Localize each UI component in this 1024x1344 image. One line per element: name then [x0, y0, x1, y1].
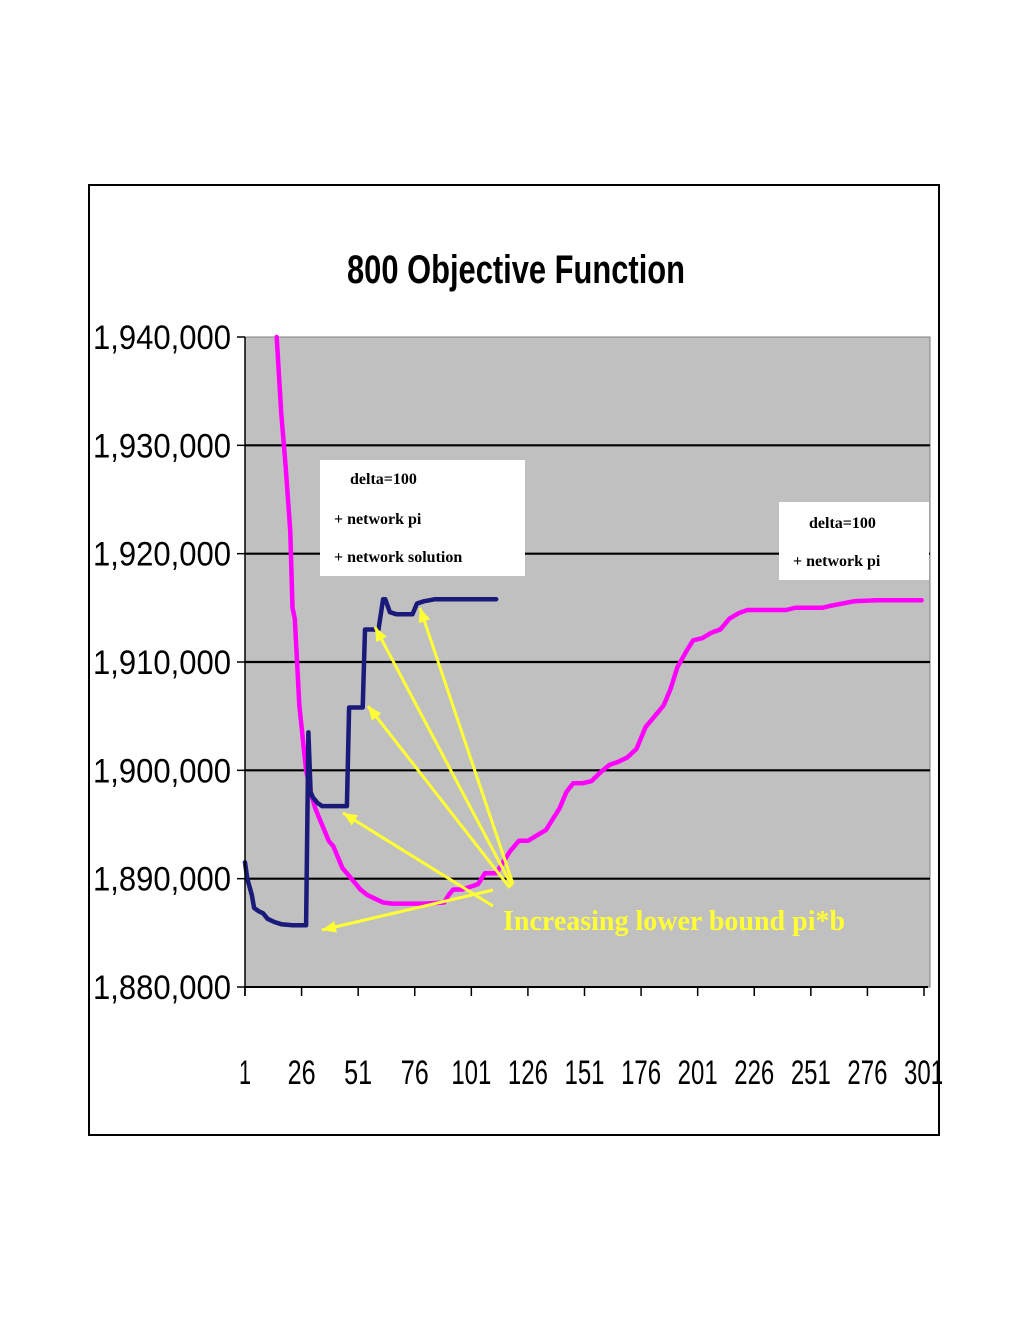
annotation-box-network-pi-line2: + network pi: [793, 553, 881, 570]
y-tick-label-4: 1,900,000: [93, 752, 231, 790]
axes: 1,940,000 1,930,000 1,920,000 1,910,000 1,90…: [93, 319, 942, 1092]
y-tick-label-5: 1,890,000: [93, 861, 231, 899]
annotation-box-network-pi-line1: delta=100: [809, 515, 876, 532]
x-tick-label-5: 126: [508, 1054, 548, 1092]
annotation-arrow-4: [418, 607, 515, 885]
chart-svg: 1,940,000 1,930,000 1,920,000 1,910,000 1,90…: [93, 248, 942, 1092]
annotation-box-network-solution: delta=100 + network pi + network solutio…: [320, 460, 525, 576]
annotation-arrow-0: [321, 888, 494, 933]
y-tick-label-3: 1,910,000: [93, 644, 231, 682]
x-tick-label-0: 1: [239, 1054, 251, 1092]
y-tick-label-0: 1,940,000: [93, 319, 231, 357]
annotation-arrow-2: [366, 705, 512, 889]
lower-bound-label: Increasing lower bound pi*b: [503, 906, 846, 937]
series-line-0: [274, 334, 924, 906]
series-layer: [242, 334, 924, 928]
chart-title: 800 Objective Function: [347, 248, 685, 292]
x-tick-label-4: 101: [451, 1054, 491, 1092]
annotation-arrows: [321, 607, 515, 933]
chart-frame: 1,940,000 1,930,000 1,920,000 1,910,000 1,90…: [88, 184, 942, 1136]
annotation-box-network-solution-line3: + network solution: [334, 549, 463, 566]
x-tick-label-1: 26: [288, 1054, 316, 1092]
x-tick-label-8: 201: [678, 1054, 718, 1092]
series-line-1: [242, 596, 499, 928]
x-tick-label-3: 76: [401, 1054, 429, 1092]
annotation-arrow-1: [342, 811, 494, 908]
annotation-arrow-3: [373, 626, 514, 887]
annotation-box-network-solution-line2: + network pi: [334, 511, 422, 528]
y-tick-label-1: 1,930,000: [93, 427, 231, 465]
x-tick-label-9: 226: [734, 1054, 774, 1092]
x-tick-label-11: 276: [847, 1054, 887, 1092]
annotation-box-network-solution-line1: delta=100: [350, 471, 417, 488]
y-tick-label-2: 1,920,000: [93, 536, 231, 574]
x-tick-label-2: 51: [344, 1054, 372, 1092]
x-tick-label-6: 151: [565, 1054, 605, 1092]
x-tick-label-10: 251: [791, 1054, 831, 1092]
y-tick-label-6: 1,880,000: [93, 969, 231, 1007]
x-tick-label-7: 176: [621, 1054, 661, 1092]
x-tick-label-12: 301: [904, 1054, 942, 1092]
annotation-box-network-pi: delta=100 + network pi: [779, 502, 929, 580]
